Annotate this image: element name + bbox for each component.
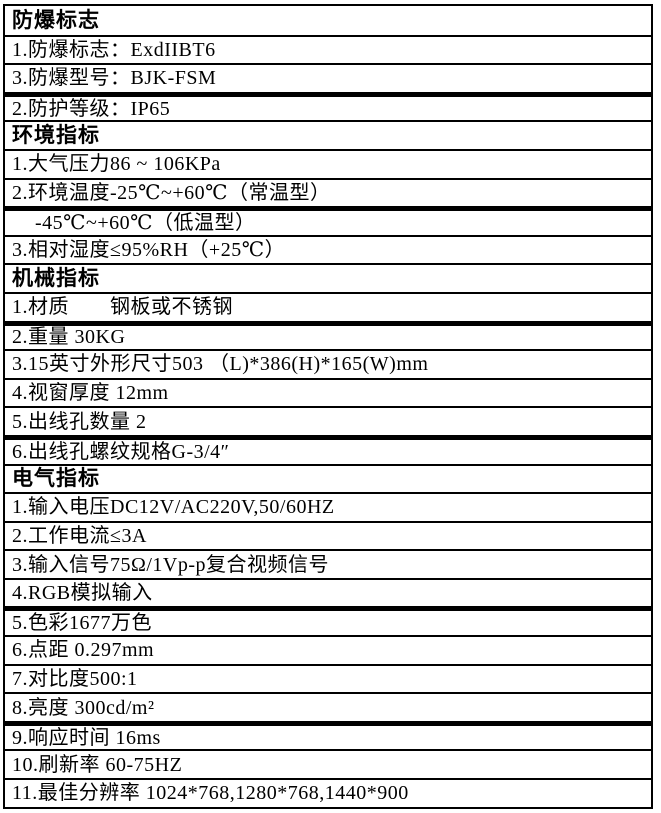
spec-row: 4.视窗厚度 12mm [5,377,651,407]
spec-row: 1.大气压力86 ~ 106KPa [5,148,651,178]
spec-row: 9.响应时间 16ms [5,720,651,750]
spec-row: 3.相对湿度≤95%RH（+25℃） [5,234,651,264]
spec-row: 1.防爆标志：ExdIIBT6 [5,34,651,64]
spec-row: 5.色彩1677万色 [5,606,651,635]
section-header-row: 环境指标 [5,120,651,149]
spec-row: 5.出线孔数量 2 [5,406,651,435]
spec-row-text: 2.防护等级：IP65 [12,97,171,120]
spec-row-text: 5.色彩1677万色 [12,612,152,635]
spec-row: 3.15英寸外形尺寸503 （L)*386(H)*165(W)mm [5,349,651,378]
section-header-label: 电气指标 [12,466,100,491]
spec-row-text: -45℃~+60℃（低温型） [35,211,256,234]
section-header-row: 防爆标志 [5,6,651,35]
spec-row: 2.工作电流≤3A [5,520,651,550]
spec-row-text: 3.15英寸外形尺寸503 （L)*386(H)*165(W)mm [12,353,429,376]
spec-row: 11.最佳分辨率 1024*768,1280*768,1440*900 [5,778,651,807]
spec-row-text: 7.对比度500:1 [12,667,138,690]
spec-row: 1.输入电压DC12V/AC220V,50/60HZ [5,492,651,521]
spec-row-text: 3.相对湿度≤95%RH（+25℃） [12,239,286,262]
spec-row-text: 10.刷新率 60-75HZ [12,753,183,776]
spec-row: 10.刷新率 60-75HZ [5,749,651,778]
section-header-label: 环境指标 [12,123,100,148]
spec-row: 2.环境温度-25℃~+60℃（常温型） [5,177,651,207]
spec-row-text: 1.防爆标志：ExdIIBT6 [12,38,216,61]
spec-row: 8.亮度 300cd/m² [5,692,651,721]
spec-row: 4.RGB模拟输入 [5,577,651,607]
spec-row: 6.出线孔螺纹规格G-3/4″ [5,434,651,464]
spec-row-text: 6.点距 0.297mm [12,639,155,662]
spec-row-text: 2.环境温度-25℃~+60℃（常温型） [12,181,331,204]
spec-row-text: 3.防爆型号：BJK-FSM [12,67,217,90]
spec-row: 2.重量 30KG [5,320,651,350]
spec-row-text: 1.大气压力86 ~ 106KPa [12,153,221,176]
spec-row: 3.防爆型号：BJK-FSM [5,63,651,92]
spec-row-text: 2.重量 30KG [12,326,126,349]
section-header-label: 防爆标志 [12,7,100,32]
spec-row-text: 4.RGB模拟输入 [12,582,153,605]
spec-row: -45℃~+60℃（低温型） [5,206,651,235]
spec-row: 3.输入信号75Ω/1Vp-p复合视频信号 [5,549,651,578]
section-header-label: 机械指标 [12,266,100,291]
spec-row: 1.材质 钢板或不锈钢 [5,291,651,321]
spec-row-text: 1.材质 钢板或不锈钢 [12,296,233,319]
spec-row: 6.点距 0.297mm [5,635,651,664]
spec-row-text: 9.响应时间 16ms [12,726,161,749]
spec-row-text: 4.视窗厚度 12mm [12,382,169,405]
spec-row-text: 11.最佳分辨率 1024*768,1280*768,1440*900 [12,782,409,805]
spec-row: 2.防护等级：IP65 [5,91,651,121]
spec-table: 防爆标志 1.防爆标志：ExdIIBT6 3.防爆型号：BJK-FSM 2.防护等级：… [3,4,653,809]
spec-row-text: 2.工作电流≤3A [12,524,147,547]
spec-row-text: 6.出线孔螺纹规格G-3/4″ [12,440,230,463]
spec-row-text: 8.亮度 300cd/m² [12,696,155,719]
section-header-row: 机械指标 [5,263,651,292]
section-header-row: 电气指标 [5,463,651,493]
spec-row-text: 5.出线孔数量 2 [12,410,147,433]
spec-row: 7.对比度500:1 [5,663,651,693]
spec-row-text: 3.输入信号75Ω/1Vp-p复合视频信号 [12,553,330,576]
spec-row-text: 1.输入电压DC12V/AC220V,50/60HZ [12,496,335,519]
